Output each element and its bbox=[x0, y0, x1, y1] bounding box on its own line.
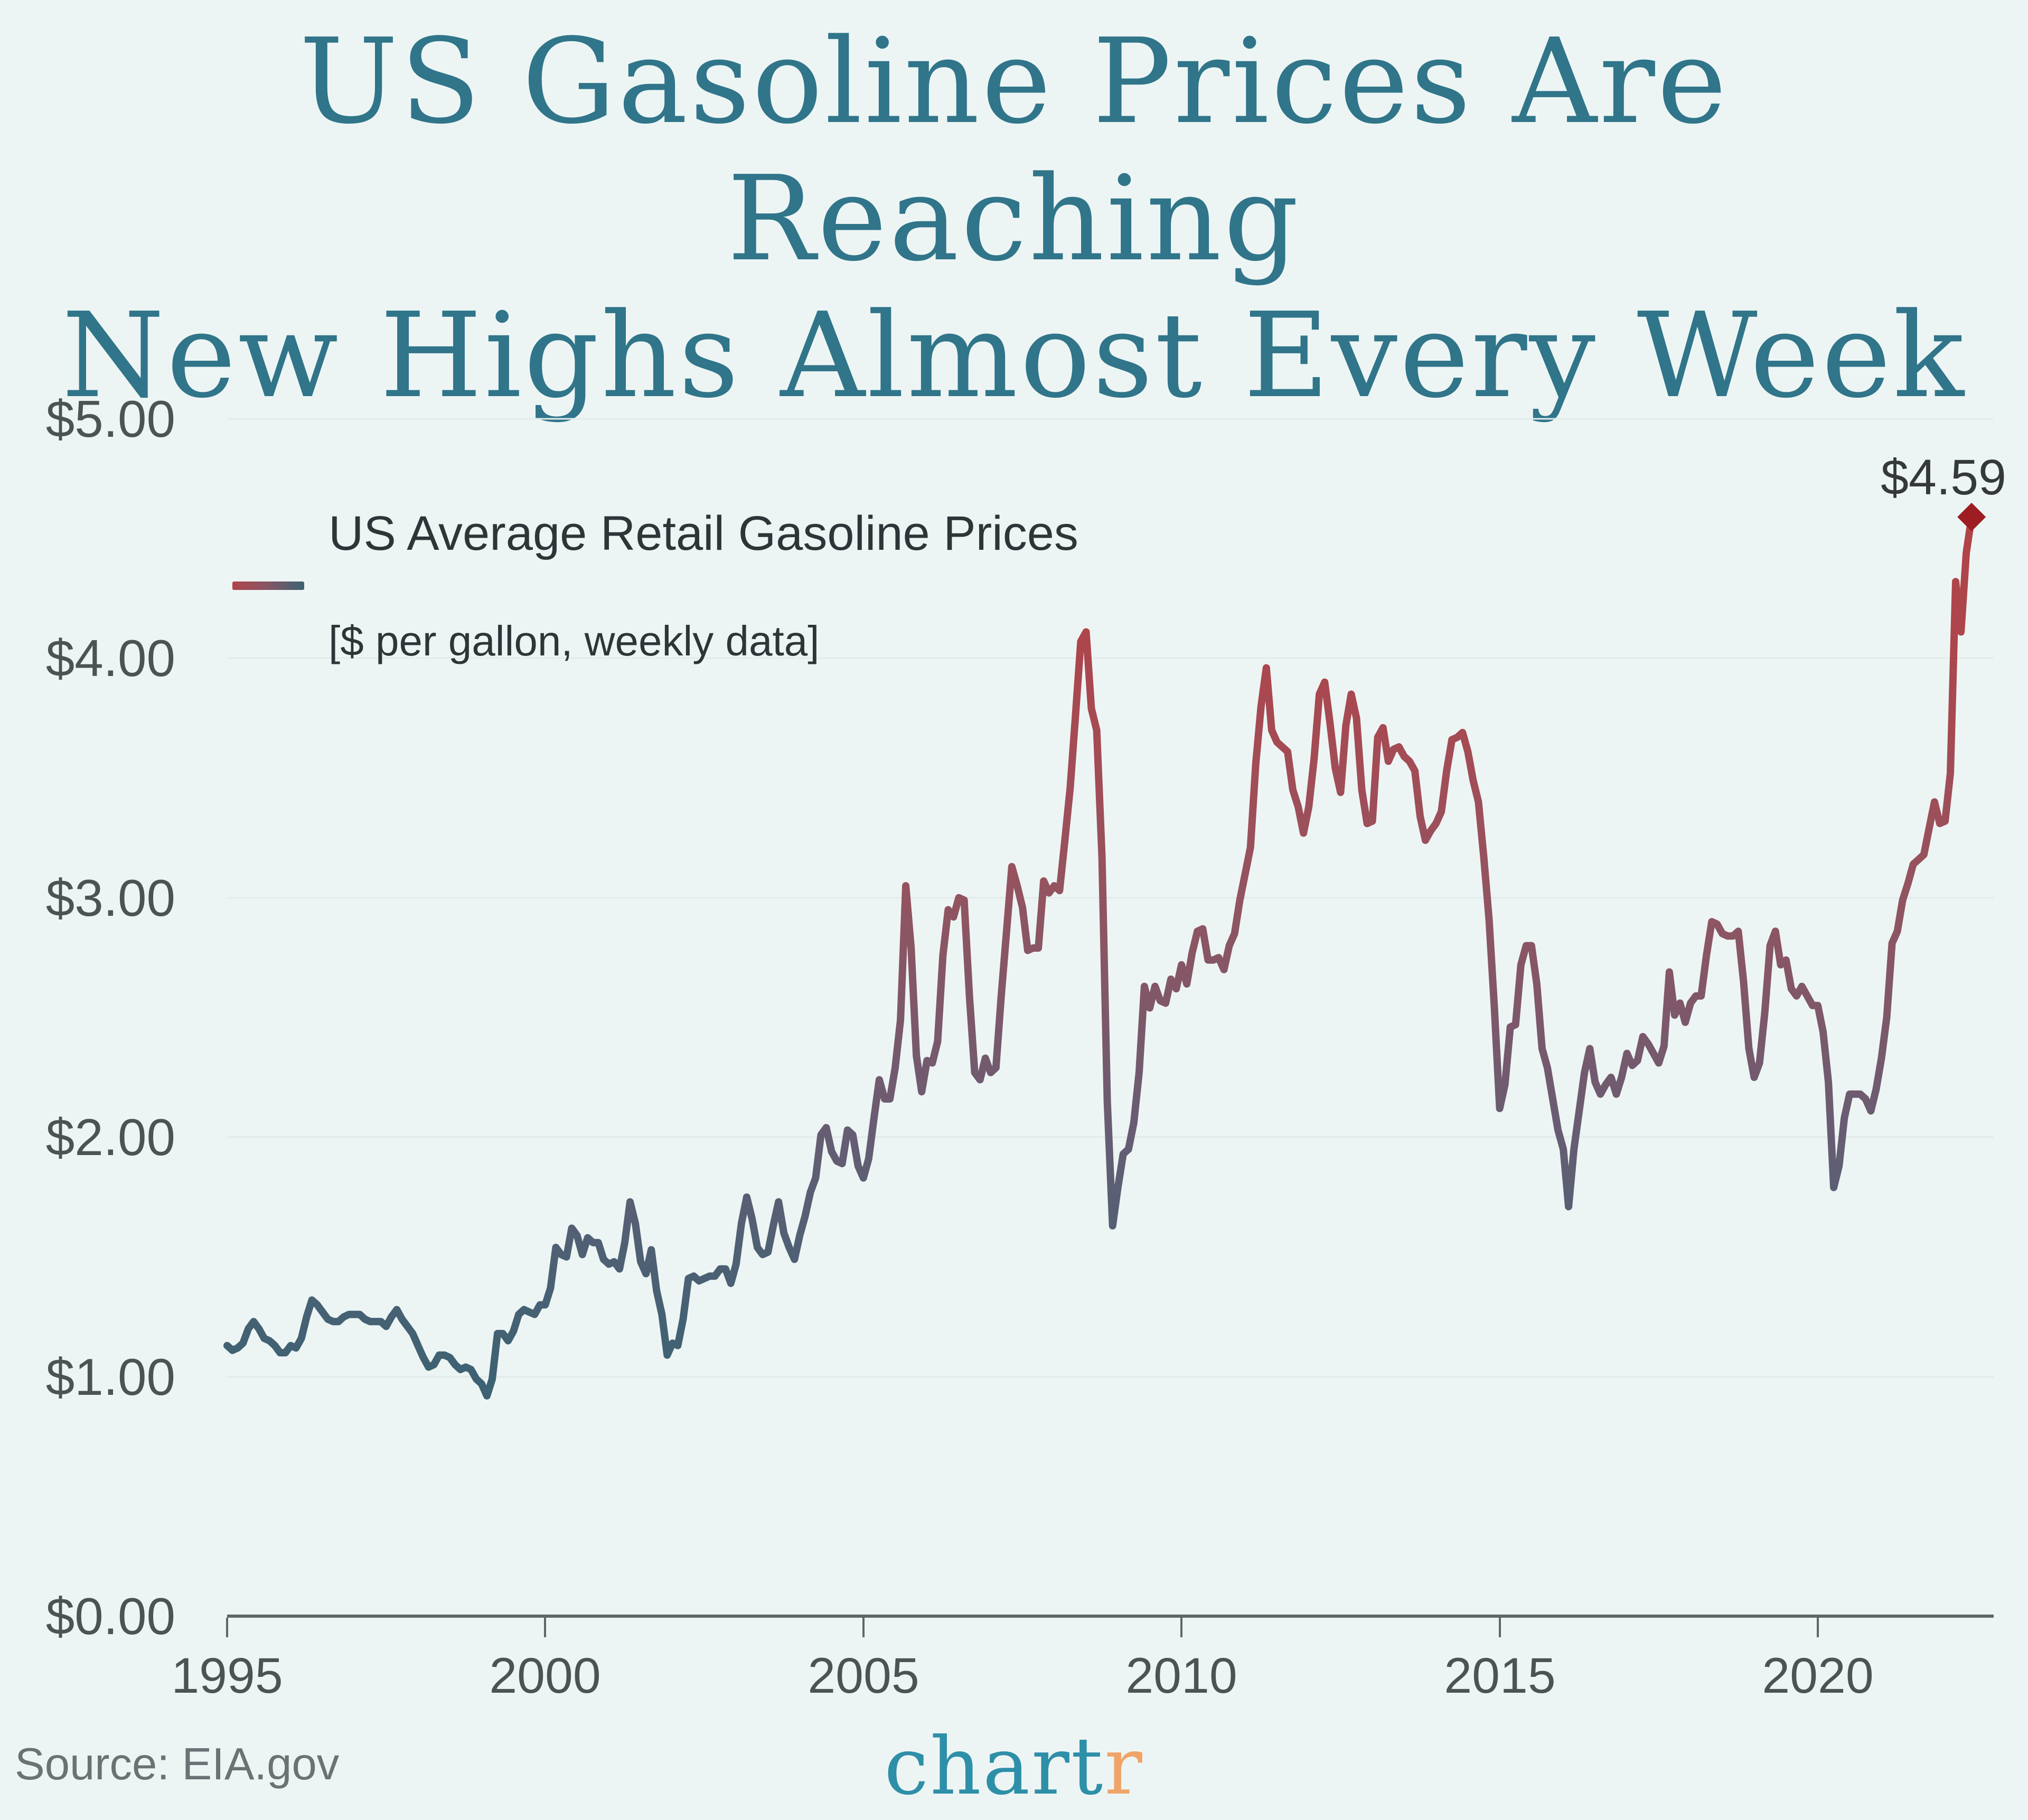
x-axis-label-2005: 2005 bbox=[808, 1648, 919, 1704]
x-axis bbox=[226, 1615, 1994, 1637]
latest-price-diamond-marker bbox=[1957, 502, 1986, 531]
legend-text-block: US Average Retail Gasoline Prices [$ per… bbox=[328, 504, 1078, 667]
y-axis-label-5: $5.00 bbox=[45, 390, 175, 448]
x-axis-label-2020: 2020 bbox=[1762, 1648, 1874, 1704]
y-axis-label-0: $0.00 bbox=[45, 1587, 175, 1645]
y-axis-label-3: $3.00 bbox=[45, 869, 175, 927]
chart-title-line2: New Highs Almost Every Week bbox=[62, 288, 1966, 425]
legend-label: US Average Retail Gasoline Prices bbox=[328, 506, 1078, 560]
chartr-logo: chartr bbox=[0, 1721, 2028, 1813]
legend-gradient-swatch bbox=[232, 581, 304, 590]
chartr-logo-teal-part: chart bbox=[884, 1721, 1105, 1813]
y-axis-label-1: $1.00 bbox=[45, 1348, 175, 1406]
chartr-logo-orange-part: r bbox=[1104, 1721, 1144, 1813]
x-axis-label-2010: 2010 bbox=[1125, 1648, 1237, 1704]
x-axis-label-2000: 2000 bbox=[489, 1648, 601, 1704]
chart-title: US Gasoline Prices Are Reaching New Highs… bbox=[0, 14, 2028, 425]
gasoline-price-line bbox=[223, 513, 1976, 1400]
x-axis-label-2015: 2015 bbox=[1444, 1648, 1556, 1704]
y-axis-label-4: $4.00 bbox=[45, 629, 175, 687]
x-axis-label-1995: 1995 bbox=[171, 1648, 283, 1704]
source-credit: Source: EIA.gov bbox=[15, 1739, 340, 1789]
legend: US Average Retail Gasoline Prices [$ per… bbox=[232, 504, 1078, 667]
chart-title-line1: US Gasoline Prices Are Reaching bbox=[299, 14, 1729, 287]
legend-sublabel: [$ per gallon, weekly data] bbox=[328, 617, 820, 664]
latest-price-annotation: $4.59 bbox=[1881, 449, 2006, 505]
y-axis-label-2: $2.00 bbox=[45, 1108, 175, 1166]
